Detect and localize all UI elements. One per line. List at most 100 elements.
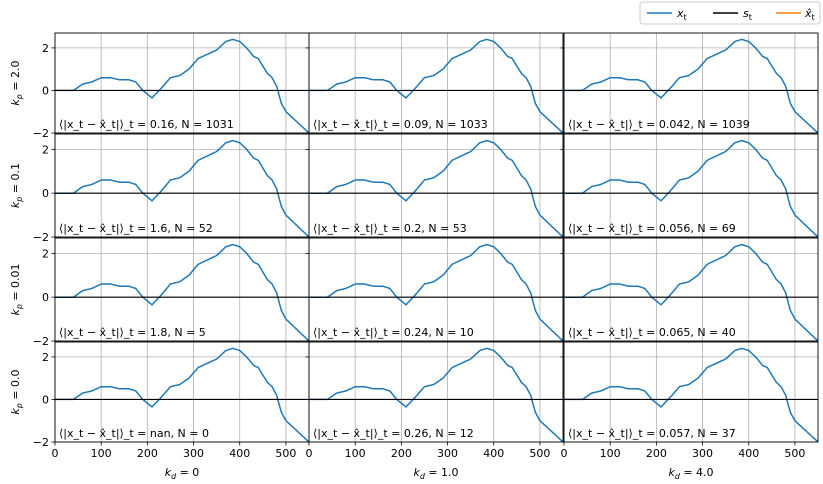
x-tick-label: 200	[137, 447, 158, 460]
panel-frame	[563, 32, 819, 134]
panel-r3-c2: 0 100 200 300 400 500 ⟨|x_t − x̂_t|⟩_t = 0.057…	[560, 341, 819, 481]
panel-frame	[308, 341, 564, 443]
row-label: kp = 0.01	[9, 263, 24, 315]
x-tick-label: 400	[229, 447, 250, 460]
panel-background	[55, 238, 309, 341]
x-tick-label: 0	[306, 447, 313, 460]
series-line-x-t	[309, 243, 563, 341]
series-line-x-t	[564, 139, 818, 237]
col-label: kd = 1.0	[413, 466, 458, 481]
plot-area	[55, 139, 309, 237]
panel-background	[564, 134, 818, 237]
y-tick-label: 2	[42, 42, 49, 55]
panel-frame	[563, 341, 819, 443]
panel-r1-c1: ⟨|x_t − x̂_t|⟩_t = 0.2, N = 53	[305, 133, 564, 241]
series-line-x-t	[564, 347, 818, 442]
panel-background	[55, 134, 309, 237]
col-label: kd = 4.0	[668, 466, 713, 481]
col-label: kd = 0	[165, 466, 200, 481]
panel-background	[564, 238, 818, 341]
panel-annotation: ⟨|x_t − x̂_t|⟩_t = 0.16, N = 1031	[59, 118, 234, 131]
panel-annotation: ⟨|x_t − x̂_t|⟩_t = 0.042, N = 1039	[568, 118, 750, 131]
x-tick-label: 500	[784, 447, 805, 460]
x-tick-label: 300	[692, 447, 713, 460]
x-tick-label: 400	[483, 447, 504, 460]
panel-annotation: ⟨|x_t − x̂_t|⟩_t = 0.2, N = 53	[313, 222, 467, 235]
legend-label-x-t: xt	[676, 7, 687, 22]
legend: xt st x̂t	[639, 1, 821, 25]
panel-background	[564, 33, 818, 133]
panel-frame	[308, 237, 564, 342]
plot-area	[564, 139, 818, 237]
panel-annotation: ⟨|x_t − x̂_t|⟩_t = 0.065, N = 40	[568, 326, 736, 339]
panel-r0-c0: −2 0 2 ⟨|x_t − x̂_t|⟩_t = 0.16, N = 1031 kp …	[9, 32, 310, 140]
row-label: kp = 2.0	[9, 60, 24, 105]
y-tick-label: 0	[42, 84, 49, 97]
panel-annotation: ⟨|x_t − x̂_t|⟩_t = 0.057, N = 37	[568, 427, 736, 440]
legend-label-s-t: st	[743, 7, 752, 22]
panel-r2-c0: −2 0 2 ⟨|x_t − x̂_t|⟩_t = 1.8, N = 5 kp = 0.…	[9, 237, 310, 348]
x-tick-label: 500	[275, 447, 296, 460]
plot-area	[55, 38, 309, 133]
x-tick-label: 300	[437, 447, 458, 460]
row-label: kp = 0.0	[9, 369, 24, 414]
panel-background	[309, 238, 563, 341]
x-tick-label: 200	[391, 447, 412, 460]
panel-frame	[563, 133, 819, 238]
row-label: kp = 0.1	[9, 163, 24, 208]
panel-grid: −2 0 2 ⟨|x_t − x̂_t|⟩_t = 0.16, N = 1031 kp …	[9, 32, 819, 481]
x-tick-label: 500	[529, 447, 550, 460]
panel-r3-c1: 0 100 200 300 400 500 ⟨|x_t − x̂_t|⟩_t = 0.26,…	[305, 341, 564, 481]
panel-background	[55, 33, 309, 133]
panel-background	[309, 134, 563, 237]
series-line-x-t	[55, 347, 309, 442]
panel-r0-c1: ⟨|x_t − x̂_t|⟩_t = 0.09, N = 1033	[305, 32, 564, 137]
x-tick-label: 200	[646, 447, 667, 460]
plot-area	[55, 347, 309, 442]
panel-frame	[308, 133, 564, 238]
panel-annotation: ⟨|x_t − x̂_t|⟩_t = 0.24, N = 10	[313, 326, 474, 339]
y-tick-label: 0	[42, 291, 49, 304]
plot-area	[309, 243, 563, 341]
y-tick-label: −2	[33, 335, 49, 348]
y-tick-label: 0	[42, 187, 49, 200]
panel-r2-c2: ⟨|x_t − x̂_t|⟩_t = 0.065, N = 40	[560, 237, 819, 345]
series-line-x-t	[309, 139, 563, 237]
x-tick-label: 300	[183, 447, 204, 460]
panel-frame	[308, 32, 564, 134]
x-tick-label: 0	[561, 447, 568, 460]
panel-background	[564, 342, 818, 442]
x-tick-label: 0	[52, 447, 59, 460]
panel-annotation: ⟨|x_t − x̂_t|⟩_t = nan, N = 0	[59, 427, 209, 440]
panel-frame	[563, 237, 819, 342]
y-tick-label: −2	[33, 231, 49, 244]
plot-area	[564, 38, 818, 133]
x-tick-label: 100	[600, 447, 621, 460]
series-line-x-t	[564, 243, 818, 341]
plot-area	[309, 38, 563, 133]
x-tick-label: 400	[738, 447, 759, 460]
y-tick-label: 0	[42, 393, 49, 406]
panel-annotation: ⟨|x_t − x̂_t|⟩_t = 0.26, N = 12	[313, 427, 474, 440]
series-line-x-t	[55, 38, 309, 133]
panel-background	[309, 342, 563, 442]
panel-annotation: ⟨|x_t − x̂_t|⟩_t = 1.8, N = 5	[59, 326, 206, 339]
panel-r0-c2: ⟨|x_t − x̂_t|⟩_t = 0.042, N = 1039	[560, 32, 819, 137]
series-line-x-t	[55, 243, 309, 341]
panel-background	[55, 342, 309, 442]
plot-area	[309, 139, 563, 237]
series-line-x-t	[309, 347, 563, 442]
plot-area	[564, 347, 818, 442]
x-tick-label: 100	[91, 447, 112, 460]
series-line-x-t	[55, 139, 309, 237]
panel-r1-c2: ⟨|x_t − x̂_t|⟩_t = 0.056, N = 69	[560, 133, 819, 241]
plot-area	[309, 347, 563, 442]
panel-r2-c1: ⟨|x_t − x̂_t|⟩_t = 0.24, N = 10	[305, 237, 564, 345]
panel-background	[309, 33, 563, 133]
panel-annotation: ⟨|x_t − x̂_t|⟩_t = 0.056, N = 69	[568, 222, 736, 235]
panel-annotation: ⟨|x_t − x̂_t|⟩_t = 1.6, N = 52	[59, 222, 213, 235]
y-tick-label: 2	[42, 351, 49, 364]
y-tick-label: 2	[42, 143, 49, 156]
